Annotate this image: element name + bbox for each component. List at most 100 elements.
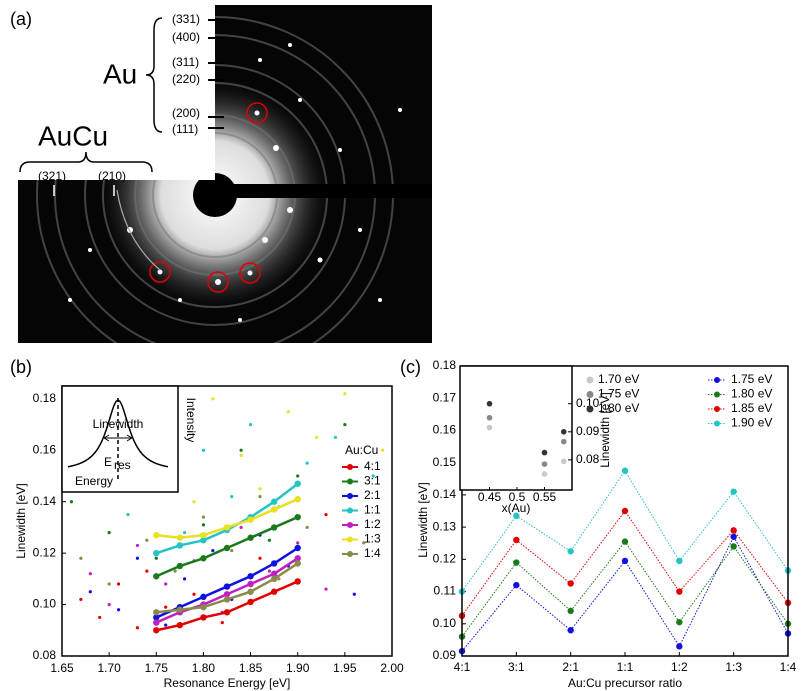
inset-y-label: Linewidth [eV]: [598, 392, 612, 467]
scatter-point: [296, 474, 300, 478]
series-point: [176, 534, 184, 541]
plane-label: (331): [172, 12, 200, 26]
legend-marker: [714, 377, 720, 383]
scatter-point: [201, 515, 206, 519]
scatter-point: [164, 623, 168, 627]
y-axis-label: Linewidth [eV]: [416, 482, 430, 557]
series-point: [200, 537, 207, 544]
scatter-point: [230, 548, 234, 553]
legend-label: 1:4: [364, 546, 381, 560]
x-axis-label: Au:Cu precursor ratio: [568, 676, 682, 690]
x-axis-label: Resonance Energy [eV]: [164, 676, 291, 690]
inset-y-label: Intensity: [184, 398, 198, 443]
y-tick-label: 0.10: [33, 597, 57, 611]
scatter-point: [211, 397, 215, 401]
legend-label: 1.90 eV: [731, 416, 772, 430]
legend-marker: [347, 464, 353, 470]
series-point: [513, 559, 520, 566]
series-point: [294, 513, 301, 521]
series-line: [461, 540, 789, 637]
series-point: [270, 588, 278, 595]
series-point: [730, 543, 737, 550]
scatter-point: [107, 602, 111, 607]
legend-label: 1:3: [364, 532, 381, 546]
y-tick-label: 0.16: [33, 442, 57, 456]
scatter-point: [69, 500, 74, 504]
legend-marker: [347, 536, 353, 543]
series-point: [270, 575, 278, 583]
inset-x-label: x(Au): [502, 501, 531, 515]
series-point: [153, 609, 160, 616]
panel-label: (c): [400, 357, 421, 377]
scatter-point: [145, 569, 149, 573]
y-tick-label: 0.11: [434, 584, 457, 598]
plane-label: (210): [98, 169, 126, 183]
x-tick-label: 2.00: [380, 661, 404, 675]
legend-label: 4:1: [364, 459, 381, 473]
legend-label: 1:1: [364, 503, 381, 517]
scatter-point: [362, 541, 366, 545]
scatter-point: [135, 556, 140, 560]
scatter-point: [192, 500, 196, 504]
series-point: [223, 583, 231, 590]
y-tick-label: 0.12: [433, 552, 457, 566]
plot-frame: [461, 365, 789, 657]
scatter-point: [79, 556, 83, 560]
legend-marker: [586, 391, 594, 398]
legend-marker: [347, 493, 353, 499]
series-point: [513, 581, 520, 589]
scatter-point: [486, 414, 493, 421]
scatter-point: [371, 474, 375, 478]
scatter-point: [182, 530, 187, 535]
series-point: [176, 562, 184, 570]
series-point: [200, 603, 207, 611]
x-tick-label: 1.95: [333, 661, 357, 675]
scatter-point: [192, 592, 196, 596]
diffraction-image: [18, 5, 432, 343]
x-tick-label: 1:1: [617, 660, 634, 674]
scatter-point: [88, 572, 92, 576]
series-point: [200, 593, 207, 601]
series-point: [676, 588, 683, 595]
scatter-point: [560, 438, 567, 445]
series-point: [270, 498, 278, 505]
series-point: [176, 542, 184, 549]
legend-label: 1.75 eV: [598, 387, 639, 401]
x-tick-label: 0.45: [478, 490, 502, 504]
scatter-point: [164, 605, 168, 609]
scatter-point: [211, 548, 215, 553]
y-tick-label: 0.14: [33, 494, 57, 508]
series-point: [200, 531, 207, 539]
series-point: [153, 619, 160, 626]
series-point: [513, 512, 520, 520]
plane-label: (220): [172, 72, 200, 86]
series-point: [567, 548, 574, 555]
scatter-point: [135, 543, 140, 548]
scatter-point: [258, 487, 262, 491]
legend-marker: [347, 551, 353, 557]
legend-label: 3:1: [364, 474, 381, 488]
scatter-point: [305, 525, 309, 530]
scatter-point: [560, 429, 567, 435]
series-point: [567, 580, 574, 587]
series-point: [223, 524, 231, 531]
y-tick-label: 0.09: [433, 648, 457, 662]
scatter-point: [305, 461, 309, 465]
x-tick-label: 2:1: [562, 660, 579, 674]
series-point: [223, 609, 231, 616]
y-tick-label: 0.18: [33, 391, 57, 405]
series-point: [153, 549, 160, 557]
legend-marker: [586, 376, 594, 384]
plane-label: (200): [172, 106, 200, 120]
series-point: [247, 580, 254, 588]
scatter-point: [154, 556, 158, 560]
y-tick-label: 0.13: [433, 519, 457, 533]
scatter-point: [343, 392, 347, 396]
series-point: [294, 544, 301, 552]
scatter-point: [560, 458, 567, 465]
y-tick-label: 0.08: [33, 648, 57, 662]
scatter-point: [135, 626, 140, 630]
scatter-point: [267, 538, 272, 542]
series-line: [155, 482, 299, 555]
